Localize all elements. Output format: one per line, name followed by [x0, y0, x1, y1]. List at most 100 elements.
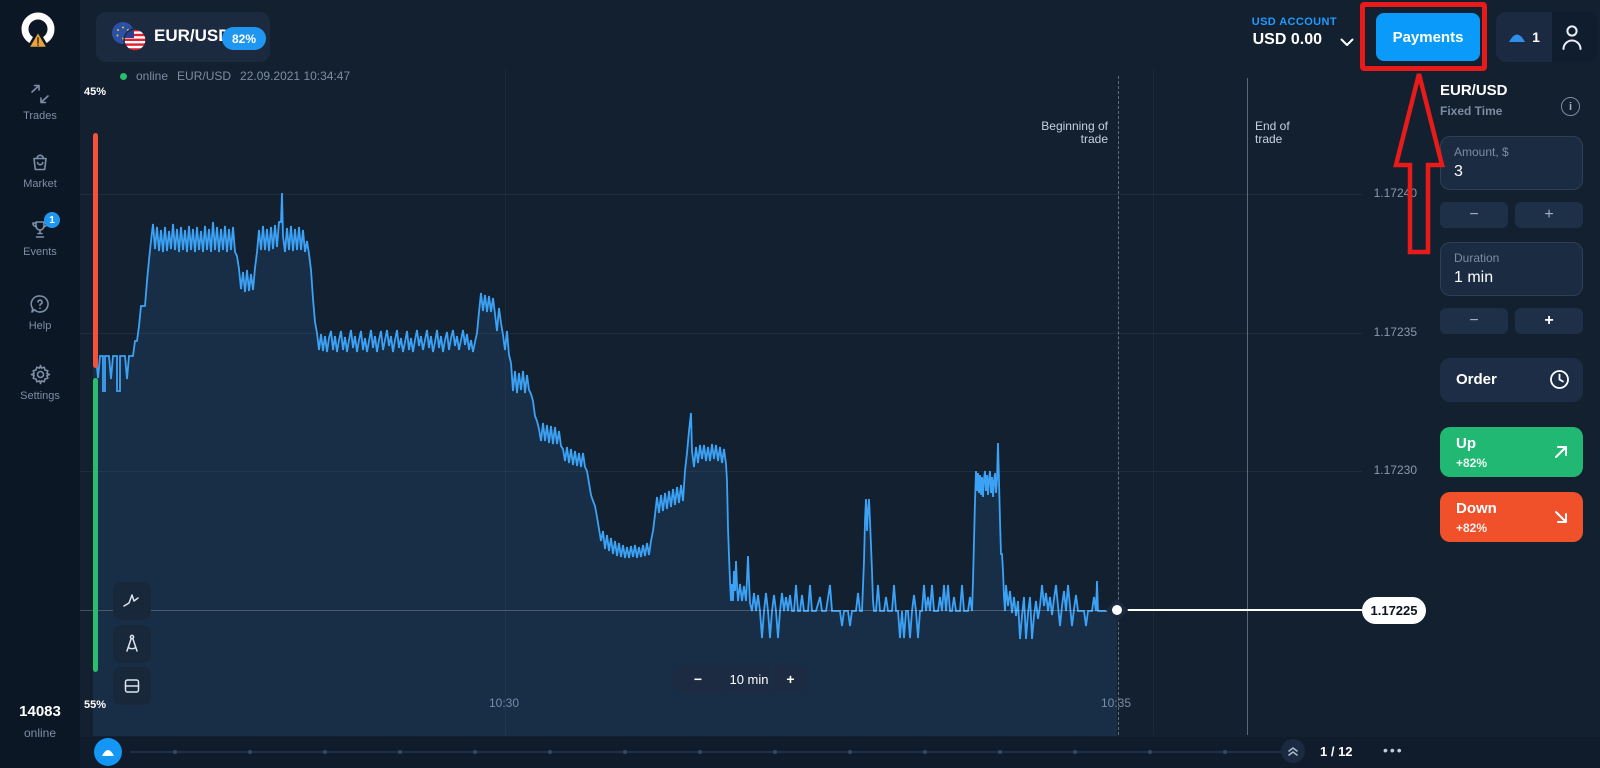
timeline-dot — [848, 750, 852, 754]
account-switcher[interactable]: USD ACCOUNT USD 0.00 — [1180, 16, 1337, 49]
sidebar-item-label: Help — [28, 320, 52, 332]
v-gridline — [1153, 70, 1154, 735]
settings-gear-icon — [28, 362, 52, 386]
market-icon — [28, 150, 52, 174]
time-axis-label: 10:30 — [488, 696, 520, 710]
order-label: Order — [1456, 371, 1497, 388]
sidebar-item-label: Trades — [23, 110, 57, 122]
chart-type-button[interactable] — [113, 582, 151, 620]
notifications-button[interactable]: 1 — [1496, 12, 1552, 62]
trade-end-line — [1247, 78, 1248, 735]
timeline-track[interactable] — [130, 751, 1283, 753]
down-payout: +82% — [1456, 521, 1488, 535]
duration-plus-button[interactable]: + — [1515, 308, 1583, 334]
crown-icon — [1509, 34, 1526, 42]
payout-badge: 82% — [222, 27, 266, 50]
trade-end-label: End of trade — [1255, 119, 1290, 146]
price-axis-label: 1.17235 — [1373, 325, 1417, 339]
up-payout: +82% — [1456, 456, 1488, 470]
series-line — [93, 192, 1117, 640]
up-label: Up — [1456, 435, 1476, 452]
amount-label: Amount, $ — [1454, 145, 1509, 159]
timeline-dot — [998, 750, 1002, 754]
chevron-down-icon[interactable] — [1340, 38, 1354, 47]
sentiment-bar-up — [93, 133, 98, 368]
compass-icon — [126, 634, 138, 652]
v-gridline — [505, 70, 506, 735]
timeline-dot — [1073, 750, 1077, 754]
profile-button[interactable] — [1560, 23, 1584, 51]
panel-pair-title: EUR/USD — [1440, 82, 1508, 99]
sidebar-item-label: Market — [23, 178, 57, 190]
app-logo[interactable] — [14, 8, 62, 56]
split-view-button[interactable] — [113, 667, 151, 705]
sidebar-item-label: Settings — [20, 390, 60, 402]
amount-plus-button[interactable]: + — [1515, 202, 1583, 228]
duration-label: Duration — [1454, 251, 1500, 265]
pair-name: EUR/USD — [154, 26, 231, 45]
online-users-label: online — [23, 726, 57, 740]
panel-mode-label: Fixed Time — [1440, 104, 1503, 118]
split-layout-icon — [124, 679, 140, 693]
sentiment-down-percent: 55% — [84, 699, 107, 711]
chart-zoom-control: − 10 min + — [671, 664, 808, 694]
annotation-highlight-box — [1360, 2, 1487, 71]
sidebar-item-help[interactable]: Help — [0, 292, 80, 332]
current-price-line — [1117, 609, 1362, 611]
drawing-tools-button[interactable] — [113, 625, 151, 663]
payments-button[interactable]: Payments — [1376, 13, 1480, 61]
timeline-dot — [248, 750, 252, 754]
page-indicator: 1 / 12 — [1320, 744, 1353, 759]
timeline-home-button[interactable] — [94, 738, 122, 766]
amount-value: 3 — [1454, 163, 1463, 180]
order-button[interactable]: Order — [1440, 358, 1583, 402]
scroll-to-latest-button[interactable] — [1281, 739, 1305, 763]
duration-field[interactable]: Duration 1 min — [1440, 242, 1583, 296]
info-icon[interactable]: i — [1561, 97, 1580, 116]
olymp-logo-icon — [21, 12, 55, 50]
timeline-bar: 1 / 12 ••• — [80, 737, 1600, 768]
sentiment-bar-down — [93, 378, 98, 672]
time-axis-label: 10:35 — [1100, 696, 1132, 710]
amount-minus-button[interactable]: − — [1440, 202, 1508, 228]
status-datetime: 22.09.2021 10:34:47 — [240, 69, 351, 83]
trade-begin-label: Beginning of trade — [1041, 119, 1108, 146]
sentiment-up-percent: 45% — [84, 86, 107, 98]
sidebar-item-events[interactable]: 1 Events — [0, 212, 80, 258]
connection-status: online EUR/USD 22.09.2021 10:34:47 — [120, 69, 350, 83]
timeline-dot — [1223, 750, 1227, 754]
trade-begin-line — [1118, 76, 1119, 735]
zoom-out-button[interactable]: − — [671, 664, 725, 694]
down-button[interactable]: Down +82% — [1440, 492, 1583, 542]
up-button[interactable]: Up +82% — [1440, 427, 1583, 477]
person-icon — [1562, 25, 1582, 50]
timeline-dot — [173, 750, 177, 754]
clock-icon — [1549, 369, 1570, 390]
timeline-dot — [473, 750, 477, 754]
amount-field[interactable]: Amount, $ 3 — [1440, 136, 1583, 190]
current-price-level-line — [80, 610, 1117, 611]
status-pair: EUR/USD — [177, 69, 232, 83]
timeline-dot — [398, 750, 402, 754]
duration-minus-button[interactable]: − — [1440, 308, 1508, 334]
timeline-dot — [773, 750, 777, 754]
sidebar-item-settings[interactable]: Settings — [0, 362, 80, 402]
sidebar-item-trades[interactable]: Trades — [0, 82, 80, 122]
events-badge: 1 — [44, 212, 60, 228]
duration-value: 1 min — [1454, 269, 1494, 286]
timeline-dot — [323, 750, 327, 754]
timeline-dot — [923, 750, 927, 754]
sidebar-item-market[interactable]: Market — [0, 150, 80, 190]
timeline-dot — [548, 750, 552, 754]
trades-icon — [28, 82, 52, 106]
h-gridline — [80, 471, 1362, 472]
more-button[interactable]: ••• — [1383, 742, 1404, 758]
online-dot-icon — [120, 72, 127, 80]
current-price-badge: 1.17225 — [1362, 597, 1426, 624]
current-price-dot — [1112, 605, 1122, 615]
h-gridline — [80, 194, 1362, 195]
zoom-in-button[interactable]: + — [773, 664, 808, 694]
price-axis-label: 1.17230 — [1373, 463, 1417, 477]
account-type-label: USD ACCOUNT — [1251, 16, 1337, 28]
